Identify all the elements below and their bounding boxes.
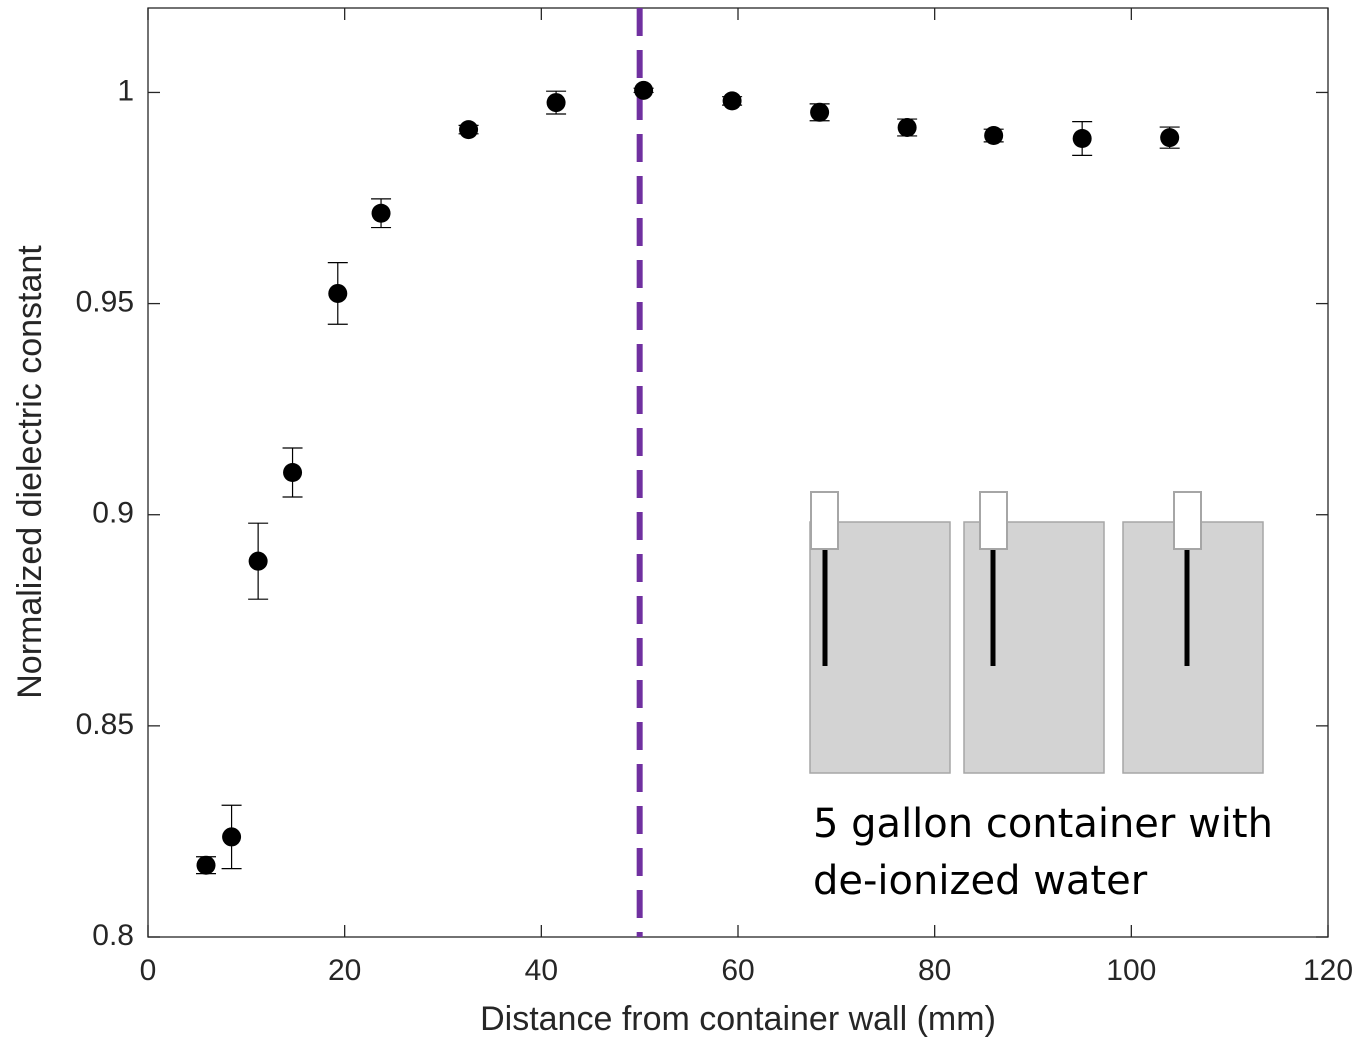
point [1160, 128, 1180, 148]
x-tick-label: 120 [1303, 954, 1353, 987]
x-tick-label: 20 [328, 954, 361, 987]
container [809, 521, 951, 774]
point [459, 120, 479, 140]
point [283, 463, 303, 482]
y-tick-label: 0.95 [76, 286, 134, 319]
point [810, 102, 830, 122]
container [1122, 521, 1264, 774]
y-tick-label: 0.85 [76, 708, 134, 741]
y-tick-label: 0.9 [92, 497, 134, 530]
plot-area [147, 7, 1329, 938]
x-tick-label: 60 [721, 954, 754, 987]
probe-head [979, 491, 1008, 550]
point [371, 203, 391, 223]
x-tick-label: 40 [525, 954, 558, 987]
x-tick-label: 0 [140, 954, 157, 987]
container [963, 521, 1105, 774]
x-axis-label: Distance from container wall (mm) [480, 1000, 996, 1038]
point [897, 118, 917, 138]
inset-diagram [809, 491, 1264, 774]
probe-head [810, 491, 839, 550]
probe-head [1173, 491, 1202, 550]
point [722, 91, 742, 111]
point [196, 855, 216, 875]
point [634, 80, 654, 100]
point [248, 551, 268, 571]
y-tick-label: 1 [117, 74, 134, 107]
point [222, 827, 242, 847]
point [546, 93, 566, 113]
y-axis-label: Normalized dielectric constant [11, 245, 49, 699]
point [328, 283, 348, 303]
point [1072, 128, 1092, 148]
annotation: de-ionized water [813, 858, 1148, 904]
x-tick-label: 80 [918, 954, 951, 987]
point [984, 126, 1004, 146]
y-tick-label: 0.8 [92, 919, 134, 952]
annotation: 5 gallon container with [813, 801, 1273, 847]
x-tick-label: 100 [1106, 954, 1156, 987]
